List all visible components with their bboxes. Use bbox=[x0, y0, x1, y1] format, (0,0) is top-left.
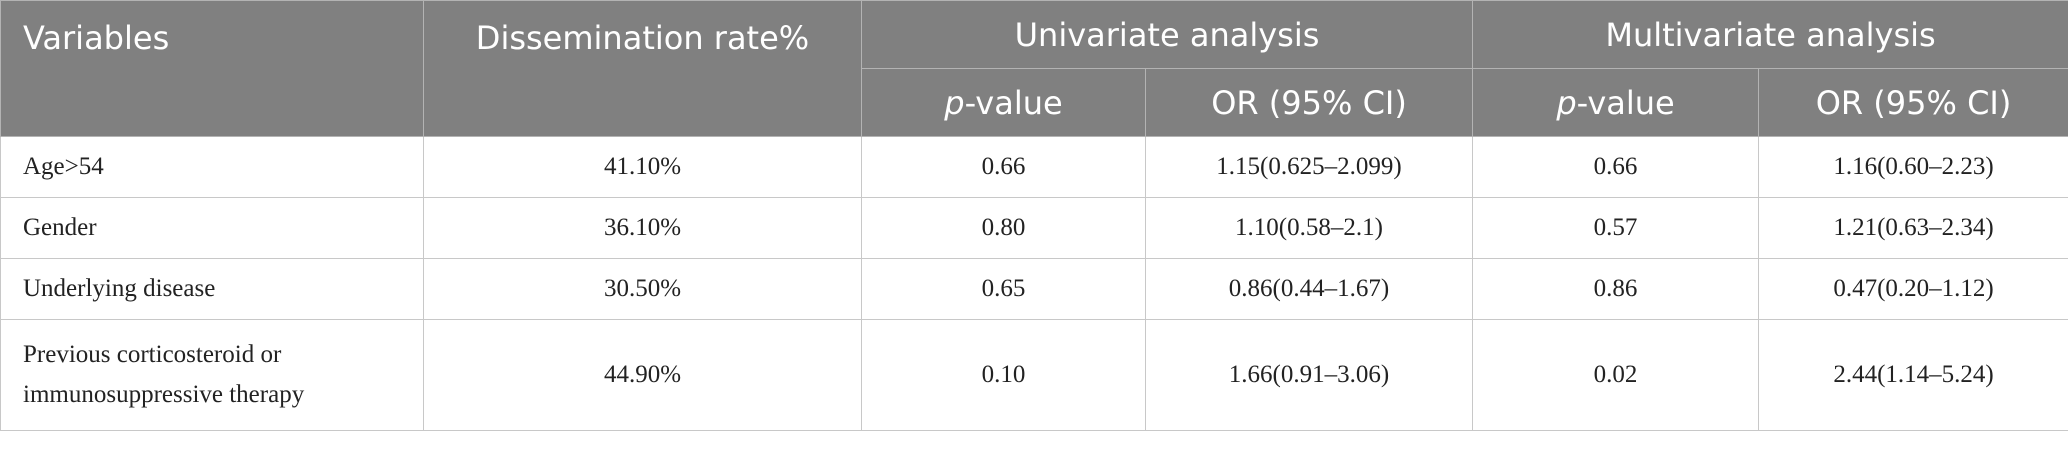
header-variables: Variables bbox=[0, 0, 424, 137]
uni-p-cell: 0.65 bbox=[861, 258, 1146, 320]
multi-p-cell: 0.57 bbox=[1472, 197, 1760, 259]
p-italic: p bbox=[944, 83, 965, 122]
multi-or-cell: 1.21(0.63–2.34) bbox=[1758, 197, 2068, 259]
p-suffix: -value bbox=[964, 83, 1063, 122]
multi-or-cell: 1.16(0.60–2.23) bbox=[1758, 136, 2068, 198]
header-row-2: p-value OR (95% CI) p-value OR (95% CI) bbox=[1, 68, 2068, 137]
variable-cell: Gender bbox=[0, 197, 424, 259]
variable-line-1: Previous corticosteroid or bbox=[23, 341, 282, 368]
header-uni-p-value: p-value bbox=[861, 68, 1146, 137]
rate-cell: 36.10% bbox=[423, 197, 862, 259]
uni-p-cell: 0.80 bbox=[861, 197, 1146, 259]
uni-or-cell: 1.15(0.625–2.099) bbox=[1144, 136, 1474, 198]
p-suffix: -value bbox=[1576, 83, 1675, 122]
multi-p-cell: 0.66 bbox=[1472, 136, 1760, 198]
variable-cell: Age>54 bbox=[0, 136, 424, 198]
multi-p-cell: 0.02 bbox=[1472, 319, 1760, 431]
uni-or-cell: 0.86(0.44–1.67) bbox=[1144, 258, 1474, 320]
uni-p-cell: 0.10 bbox=[861, 319, 1146, 431]
header-multi-or: OR (95% CI) bbox=[1758, 68, 2068, 137]
p-italic: p bbox=[1556, 83, 1577, 122]
uni-or-cell: 1.10(0.58–2.1) bbox=[1144, 197, 1474, 259]
header-dissemination-rate: Dissemination rate% bbox=[423, 0, 862, 137]
rate-cell: 44.90% bbox=[423, 319, 862, 431]
rate-cell: 30.50% bbox=[423, 258, 862, 320]
uni-or-cell: 1.66(0.91–3.06) bbox=[1144, 319, 1474, 431]
uni-p-cell: 0.66 bbox=[861, 136, 1146, 198]
table-row: Underlying disease 30.50% 0.65 0.86(0.44… bbox=[0, 258, 2068, 320]
table-row: Gender 36.10% 0.80 1.10(0.58–2.1) 0.57 1… bbox=[0, 197, 2068, 259]
variable-cell: Underlying disease bbox=[0, 258, 424, 320]
variable-line-2: immunosuppressive therapy bbox=[23, 381, 305, 408]
table-row: Age>54 41.10% 0.66 1.15(0.625–2.099) 0.6… bbox=[0, 136, 2068, 198]
header-uni-or: OR (95% CI) bbox=[1144, 68, 1474, 137]
table-row: Previous corticosteroid or immunosuppress… bbox=[0, 319, 2068, 431]
multi-or-cell: 0.47(0.20–1.12) bbox=[1758, 258, 2068, 320]
header-univariate: Univariate analysis bbox=[860, 0, 1474, 69]
multi-or-cell: 2.44(1.14–5.24) bbox=[1758, 319, 2068, 431]
header-row-1: Variables Dissemination rate% Univariate… bbox=[0, 0, 2068, 137]
rate-cell: 41.10% bbox=[423, 136, 862, 198]
variable-cell: Previous corticosteroid or immunosuppress… bbox=[0, 319, 424, 431]
header-multivariate: Multivariate analysis bbox=[1472, 0, 2068, 69]
header-multi-p-value: p-value bbox=[1472, 68, 1760, 137]
results-table: Variables Dissemination rate% Univariate… bbox=[0, 0, 2068, 431]
multi-p-cell: 0.86 bbox=[1472, 258, 1760, 320]
